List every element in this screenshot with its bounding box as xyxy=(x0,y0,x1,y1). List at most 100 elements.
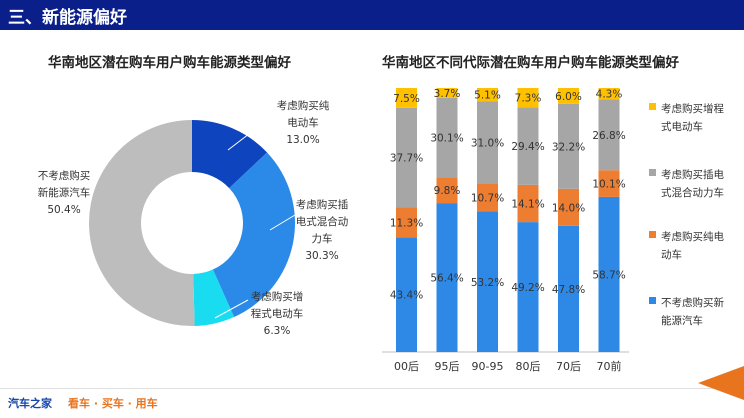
bar-segment-label: 10.1% xyxy=(592,179,625,191)
donut-slice-value: 50.4% xyxy=(47,204,80,216)
bar-segment xyxy=(558,188,579,226)
legend-label: 式混合动力车 xyxy=(661,186,724,199)
bar-segment-label: 7.3% xyxy=(515,93,542,105)
legend-label: 考虑购买增程 xyxy=(661,102,724,115)
leader-line xyxy=(214,299,249,319)
legend-swatch xyxy=(649,297,656,304)
bar-segment-label: 47.8% xyxy=(552,284,585,296)
orange-arrow-decoration xyxy=(698,366,744,400)
donut-slice-label-line: 不考虑购买 xyxy=(38,169,91,182)
legend-label: 不考虑购买新 xyxy=(661,296,724,309)
bar-segment-label: 53.2% xyxy=(471,277,504,289)
bar-segment-label: 11.3% xyxy=(390,217,423,229)
legend-label: 能源汽车 xyxy=(661,314,703,327)
bar-segment xyxy=(477,101,498,184)
bar-segment-label: 29.4% xyxy=(511,141,544,153)
donut-slice-value: 13.0% xyxy=(286,134,319,146)
bar-segment-label: 37.7% xyxy=(390,153,423,165)
legend-label: 式电动车 xyxy=(661,120,703,133)
bar-segment-label: 31.0% xyxy=(471,137,504,149)
bar-segment xyxy=(598,88,620,100)
legend-label: 动车 xyxy=(661,248,682,261)
bar-segment-label: 30.1% xyxy=(430,133,463,145)
bar-segment xyxy=(558,225,579,352)
footer-divider xyxy=(0,388,720,389)
donut-slice-label-line: 电动车 xyxy=(287,116,319,129)
bar-segment-label: 14.1% xyxy=(511,199,544,211)
x-tick-label: 95后 xyxy=(435,360,460,373)
bar-segment xyxy=(396,237,417,352)
bar-segment xyxy=(436,97,458,178)
bar-segment xyxy=(436,88,458,98)
bar-segment-label: 26.8% xyxy=(592,130,625,142)
donut-chart-title: 华南地区潜在购车用户购车能源类型偏好 xyxy=(48,55,291,71)
bar-segment-label: 5.1% xyxy=(474,90,501,102)
bar-segment xyxy=(396,207,417,238)
donut-slice-label-line: 电式混合动 xyxy=(296,215,349,228)
bar-segment xyxy=(598,99,620,171)
bar-segment xyxy=(558,103,579,189)
autohome-logo: 汽车之家 xyxy=(8,397,52,410)
legend-label: 考虑购买插电 xyxy=(661,168,724,181)
legend-swatch xyxy=(649,103,656,110)
donut-slice xyxy=(193,269,235,326)
bar-segment-label: 4.3% xyxy=(596,89,623,101)
bar-segment-label: 9.8% xyxy=(434,185,461,197)
leader-line xyxy=(227,123,263,151)
bar-segment xyxy=(436,203,458,352)
leader-line xyxy=(269,211,301,231)
donut-slice-label-line: 程式电动车 xyxy=(251,307,304,320)
x-tick-label: 90-95 xyxy=(472,360,504,373)
bar-segment xyxy=(598,170,620,197)
donut-slice xyxy=(192,120,268,189)
x-tick-label: 80后 xyxy=(516,360,541,373)
bar-segment-label: 32.2% xyxy=(552,141,585,153)
bar-segment xyxy=(598,196,620,352)
donut-slice-value: 6.3% xyxy=(264,325,291,337)
footer-slogan: 看车 · 买车 · 用车 xyxy=(68,397,158,410)
bar-segment xyxy=(517,184,539,223)
bar-segment xyxy=(517,222,539,352)
bar-segment-label: 49.2% xyxy=(511,282,544,294)
x-tick-label: 70后 xyxy=(556,360,581,373)
bar-segment xyxy=(436,177,458,204)
x-tick-label: 70前 xyxy=(597,359,622,373)
bar-segment-label: 6.0% xyxy=(555,91,582,103)
stacked-bar-chart-title: 华南地区不同代际潜在购车用户购车能源类型偏好 xyxy=(382,55,679,71)
donut-slice xyxy=(88,120,195,326)
stacked-bar-chart: 43.4% 11.3% 37.7% 7.5% 00后 56.4% 9.8% 30.1% 3.7%… xyxy=(382,88,724,373)
legend-swatch xyxy=(649,169,656,176)
donut-slice xyxy=(212,152,295,318)
bar-segment-label: 58.7% xyxy=(592,269,625,281)
bar-segment xyxy=(517,88,539,108)
bar-segment xyxy=(558,88,579,104)
donut-slice-label-line: 考虑购买插 xyxy=(296,198,349,211)
bar-segment-label: 3.7% xyxy=(434,88,461,100)
bar-segment xyxy=(477,211,498,352)
legend-swatch xyxy=(649,231,656,238)
bar-segment-label: 10.7% xyxy=(471,192,504,204)
bar-segment xyxy=(477,183,498,212)
x-tick-label: 00后 xyxy=(394,360,419,373)
bar-segment xyxy=(477,88,498,102)
bar-segment xyxy=(396,107,417,208)
bar-segment-label: 56.4% xyxy=(430,273,463,285)
donut-slice-label-line: 考虑购买增 xyxy=(251,290,304,303)
donut-slice-label-line: 新能源汽车 xyxy=(38,186,91,199)
bar-segment xyxy=(517,107,539,185)
legend-label: 考虑购买纯电 xyxy=(661,230,724,243)
header-bar: 三、新能源偏好 xyxy=(0,0,744,30)
page-title: 三、新能源偏好 xyxy=(8,8,127,28)
donut-slice-label-line: 力车 xyxy=(312,232,333,245)
bar-segment-label: 7.5% xyxy=(393,93,420,105)
bar-segment xyxy=(396,88,417,108)
